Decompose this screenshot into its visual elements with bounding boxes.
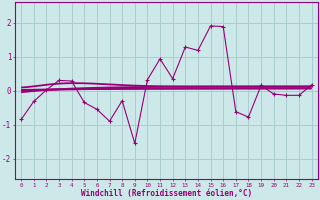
X-axis label: Windchill (Refroidissement éolien,°C): Windchill (Refroidissement éolien,°C) bbox=[81, 189, 252, 198]
